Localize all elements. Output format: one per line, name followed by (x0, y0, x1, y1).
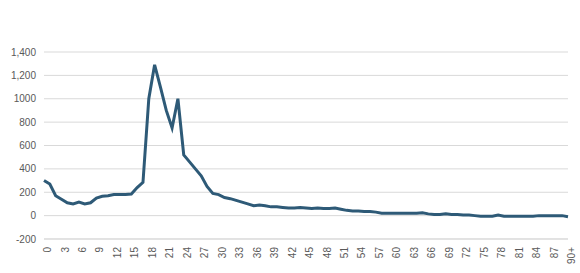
svg-text:45: 45 (304, 247, 315, 259)
svg-text:6: 6 (77, 247, 88, 253)
svg-text:1,200: 1,200 (11, 70, 36, 81)
svg-text:63: 63 (409, 247, 420, 259)
svg-text:36: 36 (252, 247, 263, 259)
svg-text:33: 33 (234, 247, 245, 259)
svg-text:21: 21 (164, 247, 175, 259)
svg-text:-200: -200 (16, 234, 36, 245)
svg-text:51: 51 (339, 247, 350, 259)
svg-text:1000: 1000 (14, 93, 37, 104)
svg-text:90+: 90+ (566, 247, 572, 264)
svg-text:800: 800 (19, 117, 36, 128)
svg-text:81: 81 (514, 247, 525, 259)
svg-text:84: 84 (531, 247, 542, 259)
svg-text:0: 0 (30, 210, 36, 221)
svg-text:600: 600 (19, 140, 36, 151)
svg-text:9: 9 (95, 247, 106, 253)
svg-text:24: 24 (182, 247, 193, 259)
svg-text:69: 69 (444, 247, 455, 259)
svg-text:15: 15 (129, 247, 140, 259)
svg-text:18: 18 (147, 247, 158, 259)
svg-text:60: 60 (391, 247, 402, 259)
svg-text:39: 39 (269, 247, 280, 259)
svg-text:54: 54 (357, 247, 368, 259)
svg-text:12: 12 (112, 247, 123, 259)
svg-text:200: 200 (19, 187, 36, 198)
svg-text:3: 3 (60, 247, 71, 253)
svg-text:1,400: 1,400 (11, 47, 36, 58)
svg-text:66: 66 (426, 247, 437, 259)
svg-text:78: 78 (496, 247, 507, 259)
svg-text:57: 57 (374, 247, 385, 259)
svg-text:48: 48 (322, 247, 333, 259)
svg-text:400: 400 (19, 163, 36, 174)
svg-text:30: 30 (217, 247, 228, 259)
svg-text:0: 0 (42, 247, 53, 253)
svg-text:87: 87 (549, 247, 560, 259)
svg-text:72: 72 (461, 247, 472, 259)
svg-text:75: 75 (479, 247, 490, 259)
svg-text:27: 27 (199, 247, 210, 259)
svg-text:42: 42 (287, 247, 298, 259)
